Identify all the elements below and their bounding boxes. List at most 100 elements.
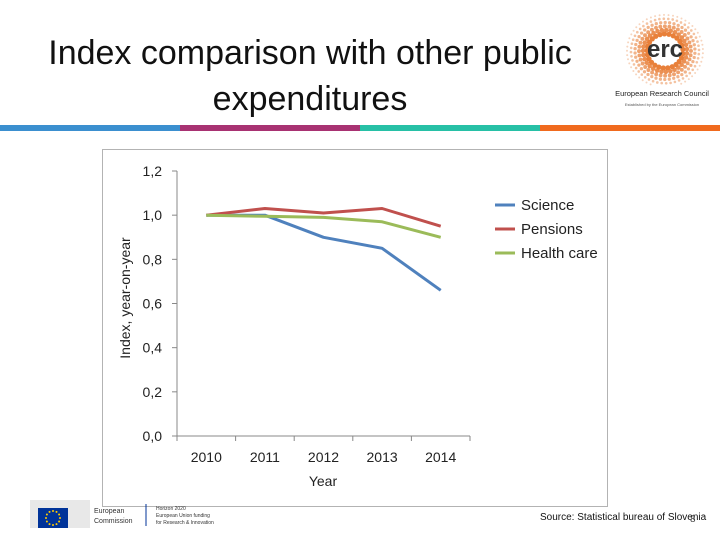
logo-dot <box>694 28 697 31</box>
logo-dot <box>650 23 654 27</box>
logo-dot <box>667 73 672 78</box>
logo-dot <box>630 66 633 69</box>
logo-dot <box>684 19 687 22</box>
color-bar-segment-1 <box>0 125 180 131</box>
logo-dot <box>665 65 671 71</box>
erc-logo-graphic: erc European Research Council Establishe… <box>615 13 709 107</box>
logo-dot <box>661 31 667 37</box>
y-tick-label: 1,0 <box>143 207 163 223</box>
x-tick-label: 2014 <box>425 449 456 465</box>
logo-dot <box>688 53 693 58</box>
logo-dot <box>632 63 636 66</box>
logo-dot <box>666 17 670 21</box>
logo-dot <box>645 18 648 21</box>
logo-dot <box>658 77 663 81</box>
logo-dot <box>680 25 684 30</box>
logo-dot <box>649 20 653 23</box>
eu-flag-icon <box>38 508 68 528</box>
color-bar-segment-4 <box>540 125 720 131</box>
eu-flag-star <box>52 524 54 526</box>
logo-dot <box>637 44 642 49</box>
logo-dot <box>637 63 641 67</box>
logo-dot <box>683 70 687 74</box>
logo-dot <box>696 31 699 34</box>
logo-dot <box>685 74 688 78</box>
logo-dot <box>655 81 659 84</box>
logo-dot <box>692 43 696 47</box>
logo-dot <box>637 70 641 73</box>
logo-dot <box>639 67 644 71</box>
logo-dot <box>696 68 699 71</box>
logo-dot <box>698 35 701 38</box>
logo-dot <box>658 24 663 29</box>
logo-dot <box>663 20 667 25</box>
logo-dot <box>683 28 688 32</box>
logo-dot <box>680 17 683 20</box>
logo-dot <box>688 22 691 25</box>
logo-dot <box>650 70 655 75</box>
logo-dot <box>659 21 663 25</box>
logo-dot <box>643 28 647 32</box>
logo-dot <box>654 76 658 80</box>
logo-dot <box>642 24 645 28</box>
eu-flag-star <box>45 513 48 516</box>
logo-dot <box>637 49 641 54</box>
slide-title-line-1: Index comparison with other public <box>48 34 572 72</box>
logo-dot <box>632 29 635 32</box>
logo-dot <box>679 35 685 40</box>
logo-dot <box>657 32 663 38</box>
logo-dot <box>680 82 683 85</box>
logo-dot <box>671 18 675 21</box>
logo-dot <box>676 65 681 70</box>
logo-dot <box>689 35 693 39</box>
logo-dot <box>643 33 647 38</box>
logo-dot <box>701 43 704 46</box>
logo-dot <box>659 69 664 74</box>
logo-dot <box>654 68 660 73</box>
logo-dot <box>682 38 687 44</box>
logo-dot <box>631 38 635 42</box>
logo-dot <box>630 42 634 46</box>
logo-dot <box>643 75 647 79</box>
logo-dot <box>683 23 687 27</box>
logo-dot <box>681 59 687 64</box>
logo-dot <box>663 73 668 78</box>
logo-dot <box>641 44 646 49</box>
slide-color-bar <box>0 125 720 131</box>
logo-dot <box>680 72 684 77</box>
logo-dot <box>627 41 630 44</box>
color-bar-segment-2 <box>180 125 360 131</box>
logo-dot <box>700 39 703 42</box>
logo-dot <box>676 70 681 75</box>
logo-dot <box>667 24 672 29</box>
logo-dot <box>676 15 679 18</box>
logo-dot <box>672 30 678 35</box>
logo-dot <box>653 18 657 22</box>
logo-dot <box>682 33 687 37</box>
logo-dot <box>645 22 649 25</box>
logo-dot <box>675 27 680 32</box>
y-tick-label: 1,2 <box>143 163 163 179</box>
eu-flag-star <box>59 517 61 519</box>
logo-dot <box>698 64 701 67</box>
y-tick-label: 0,8 <box>143 251 163 267</box>
logo-dot-halo <box>626 13 704 86</box>
logo-dot <box>637 53 642 58</box>
eu-flag-star <box>55 510 58 513</box>
eu-flag-star <box>55 523 58 526</box>
logo-dot <box>694 72 697 74</box>
chart-legend: Science Pensions Health care <box>495 197 598 262</box>
logo-dot <box>644 36 650 42</box>
y-axis-label: Index, year-on-year <box>117 237 133 359</box>
logo-dot <box>638 23 641 26</box>
logo-dot <box>679 62 684 68</box>
logo-dot <box>627 58 629 61</box>
logo-dot <box>692 32 696 36</box>
logo-dot <box>689 29 693 32</box>
logo-dot <box>697 48 701 52</box>
logo-dot <box>679 30 684 34</box>
logo-dot <box>649 16 652 19</box>
logo-dot <box>660 65 666 71</box>
logo-dot <box>696 40 699 43</box>
logo-dot <box>633 47 637 51</box>
